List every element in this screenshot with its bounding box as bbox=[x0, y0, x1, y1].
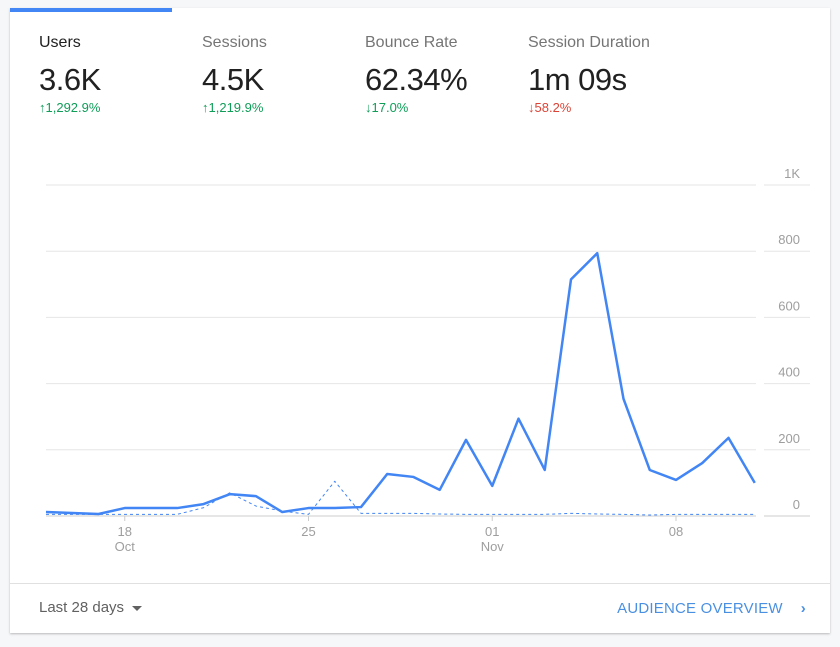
y-tick-label: 600 bbox=[778, 298, 800, 313]
audience-overview-link[interactable]: AUDIENCE OVERVIEW › bbox=[617, 600, 806, 617]
metric-delta-value: 58.2% bbox=[534, 100, 572, 115]
x-tick-month: Nov bbox=[481, 539, 505, 554]
metric-delta-value: 17.0% bbox=[371, 100, 409, 115]
metric-value: 1m 09s bbox=[528, 62, 627, 97]
metric-tab-bounce-rate[interactable]: Bounce Rate 62.34% ↓17.0% bbox=[365, 34, 525, 115]
y-tick-label: 800 bbox=[778, 232, 800, 247]
previous-period-line bbox=[46, 480, 755, 516]
arrow-up-icon: ↑ bbox=[202, 100, 209, 115]
users-line bbox=[45, 251, 756, 516]
y-tick-label: 1K bbox=[784, 166, 800, 181]
x-tick-day: 01 bbox=[485, 524, 499, 539]
arrow-down-icon: ↓ bbox=[528, 100, 535, 115]
chevron-right-icon: › bbox=[800, 600, 806, 617]
y-tick-label: 0 bbox=[793, 497, 800, 512]
metric-value: 62.34% bbox=[365, 62, 468, 97]
y-tick-label: 200 bbox=[778, 431, 800, 446]
x-tick-month: Oct bbox=[115, 539, 136, 554]
metric-tab-sessions[interactable]: Sessions 4.5K ↑1,219.9% bbox=[202, 34, 362, 115]
audience-overview-label: AUDIENCE OVERVIEW bbox=[617, 600, 783, 617]
date-range-dropdown[interactable]: Last 28 days bbox=[39, 599, 143, 616]
metric-delta-value: 1,292.9% bbox=[45, 100, 101, 115]
metric-label: Sessions bbox=[202, 34, 267, 51]
metric-delta: ↓58.2% bbox=[528, 100, 688, 115]
metric-value: 3.6K bbox=[39, 62, 101, 97]
x-tick-day: 08 bbox=[669, 524, 683, 539]
metric-label: Session Duration bbox=[528, 34, 650, 51]
caret-down-icon bbox=[132, 605, 143, 611]
metric-label: Bounce Rate bbox=[365, 34, 458, 51]
metric-value: 4.5K bbox=[202, 62, 264, 97]
active-tab-indicator bbox=[10, 8, 172, 12]
y-tick-label: 400 bbox=[778, 365, 800, 380]
date-range-label: Last 28 days bbox=[39, 599, 125, 616]
metric-delta: ↑1,292.9% bbox=[39, 100, 199, 115]
arrow-down-icon: ↓ bbox=[365, 100, 372, 115]
metric-label: Users bbox=[39, 34, 81, 51]
metric-tab-users[interactable]: Users 3.6K ↑1,292.9% bbox=[39, 34, 199, 115]
metric-delta-value: 1,219.9% bbox=[208, 100, 264, 115]
arrow-up-icon: ↑ bbox=[39, 100, 46, 115]
x-tick-day: 18 bbox=[118, 524, 132, 539]
metric-tab-session-duration[interactable]: Session Duration 1m 09s ↓58.2% bbox=[528, 34, 688, 115]
metric-delta: ↓17.0% bbox=[365, 100, 525, 115]
card-footer: Last 28 days AUDIENCE OVERVIEW › bbox=[10, 583, 830, 634]
x-tick-day: 25 bbox=[301, 524, 315, 539]
metric-delta: ↑1,219.9% bbox=[202, 100, 362, 115]
audience-card: Users 3.6K ↑1,292.9% Sessions 4.5K ↑1,219… bbox=[10, 8, 830, 633]
